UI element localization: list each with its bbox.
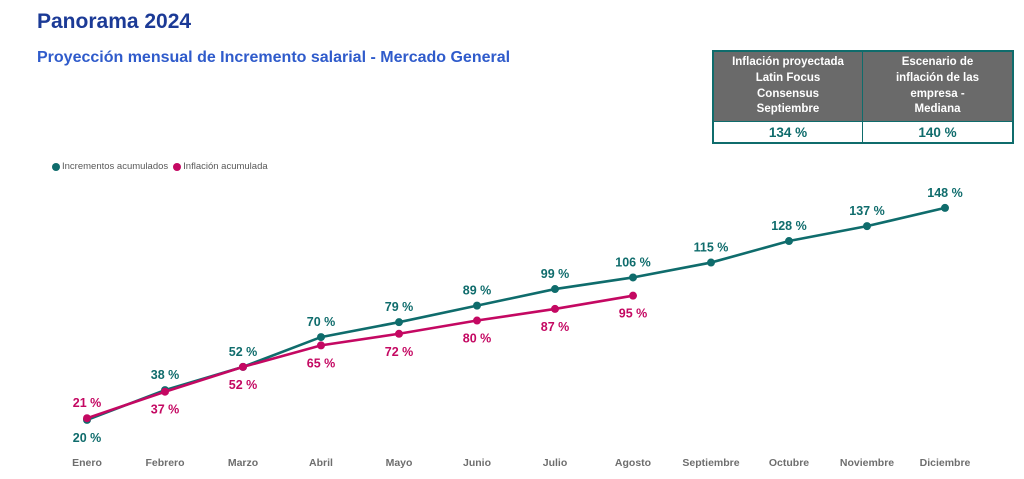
data-point-label: 99 %	[541, 267, 570, 281]
inflation-summary-table: Inflación proyectada Latin Focus Consens…	[712, 50, 1014, 144]
x-axis-label: Febrero	[145, 457, 184, 469]
data-point	[317, 341, 325, 350]
data-point-label: 80 %	[463, 332, 492, 346]
x-axis-label: Octubre	[769, 457, 809, 469]
data-point	[395, 329, 403, 338]
data-point	[317, 333, 325, 342]
data-point-label: 72 %	[385, 345, 414, 359]
summary-col2-value: 140 %	[863, 121, 1012, 142]
data-point	[707, 258, 715, 267]
data-point-label: 38 %	[151, 368, 180, 382]
x-axis-label: Agosto	[615, 457, 651, 469]
legend-label-incrementos: Incrementos acumulados	[62, 161, 169, 172]
data-point	[941, 203, 949, 212]
x-axis-label: Mayo	[386, 457, 413, 469]
data-point-label: 52 %	[229, 345, 258, 359]
data-point	[551, 304, 559, 313]
data-point	[395, 318, 403, 327]
x-axis-label: Marzo	[228, 457, 258, 469]
data-point-label: 20 %	[73, 431, 102, 445]
legend-item-inflacion: Inflación acumulada	[173, 161, 268, 172]
data-point-label: 87 %	[541, 320, 570, 334]
chart-legend: Incrementos acumulados Inflación acumula…	[52, 161, 268, 172]
data-point-label: 70 %	[307, 315, 336, 329]
data-point	[83, 414, 91, 423]
page-subtitle: Proyección mensual de Incremento salaria…	[37, 49, 511, 66]
data-point	[629, 291, 637, 300]
x-axis-label: Julio	[543, 457, 568, 469]
data-point	[473, 316, 481, 325]
data-point-label: 79 %	[385, 300, 414, 314]
data-point-label: 37 %	[151, 403, 180, 417]
summary-col1-header: Inflación proyectada Latin Focus Consens…	[714, 52, 863, 121]
data-point-label: 115 %	[694, 241, 729, 255]
summary-col2-header: Escenario de inflación de las empresa - …	[863, 52, 1012, 121]
legend-item-incrementos: Incrementos acumulados	[52, 161, 168, 172]
series-line-1	[86, 294, 634, 420]
legend-dot-teal-icon	[52, 162, 60, 171]
data-point-label: 65 %	[307, 356, 336, 370]
summary-col1-value: 134 %	[714, 121, 863, 142]
data-point-label: 137 %	[849, 204, 884, 218]
data-point-label: 148 %	[927, 186, 962, 200]
legend-dot-magenta-icon	[173, 162, 182, 171]
data-point	[785, 237, 793, 246]
x-axis-label: Noviembre	[840, 457, 894, 469]
page-title: Panorama 2024	[37, 10, 192, 33]
data-point-label: 52 %	[229, 378, 258, 392]
data-point-label: 21 %	[73, 396, 102, 410]
x-axis-label: Junio	[463, 457, 491, 469]
data-point-label: 95 %	[619, 307, 648, 321]
x-axis-label: Diciembre	[920, 457, 971, 469]
data-point	[239, 362, 247, 371]
data-point	[629, 273, 637, 282]
data-point	[863, 222, 871, 231]
data-point	[473, 301, 481, 310]
legend-label-inflacion: Inflación acumulada	[183, 161, 268, 172]
data-point	[161, 387, 169, 396]
x-axis-label: Abril	[309, 457, 333, 469]
data-point-label: 89 %	[463, 284, 492, 298]
x-axis-label: Enero	[72, 457, 102, 469]
x-axis-label: Septiembre	[682, 457, 739, 469]
data-point-label: 128 %	[771, 219, 806, 233]
data-point-label: 106 %	[615, 255, 650, 269]
data-point	[551, 285, 559, 294]
